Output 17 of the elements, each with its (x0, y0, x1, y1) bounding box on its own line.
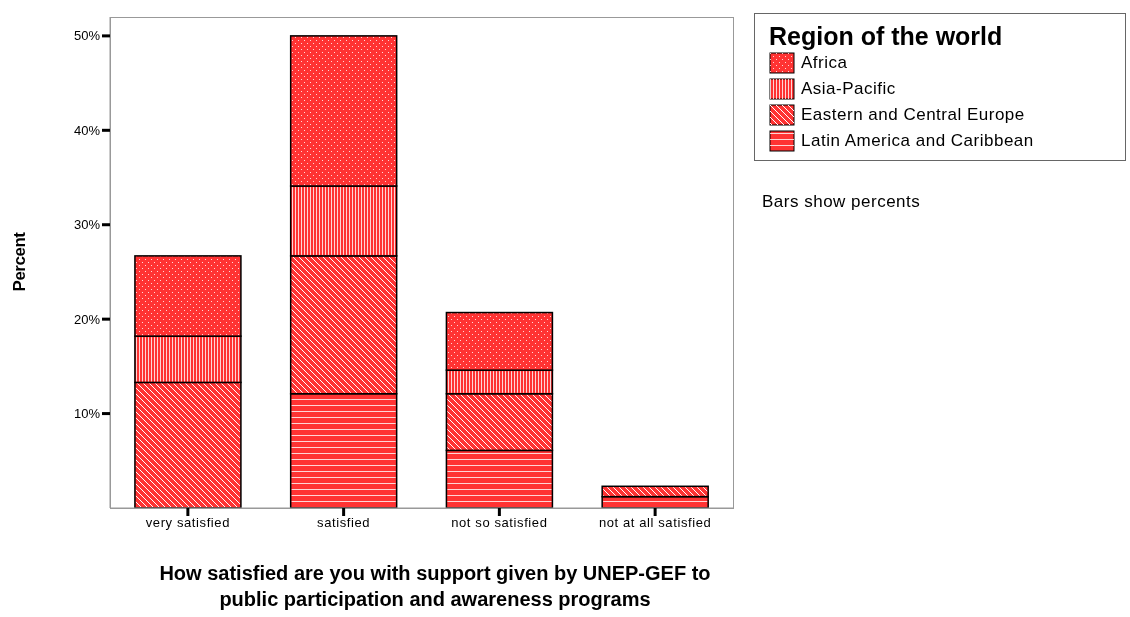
x-tick-label: satisfied (317, 515, 371, 531)
legend-label: Asia-Pacific (801, 78, 896, 100)
legend-label: Africa (801, 52, 848, 74)
text: Bars show percents (762, 192, 921, 212)
y-tick-label: 10% (73, 406, 101, 422)
y-axis-title: Percent (10, 232, 30, 292)
y-tick-label: 30% (73, 217, 101, 233)
x-tick-label: not at all satisfied (598, 515, 712, 531)
x-axis-title: How satisfied are you with support given by UNEP-GEF to public participation and awareness programs (158, 561, 712, 612)
legend-title: Region of the world (769, 22, 1004, 50)
legend-label: Eastern and Central Europe (801, 104, 1025, 126)
legend-label: Latin America and Caribbean (801, 130, 1034, 152)
x-tick-label: very satisfied (145, 515, 231, 531)
y-tick-label: 50% (73, 28, 101, 44)
y-tick-label: 40% (73, 122, 101, 138)
y-tick-label: 20% (73, 311, 101, 327)
x-tick-label: not so satisfied (451, 515, 548, 531)
